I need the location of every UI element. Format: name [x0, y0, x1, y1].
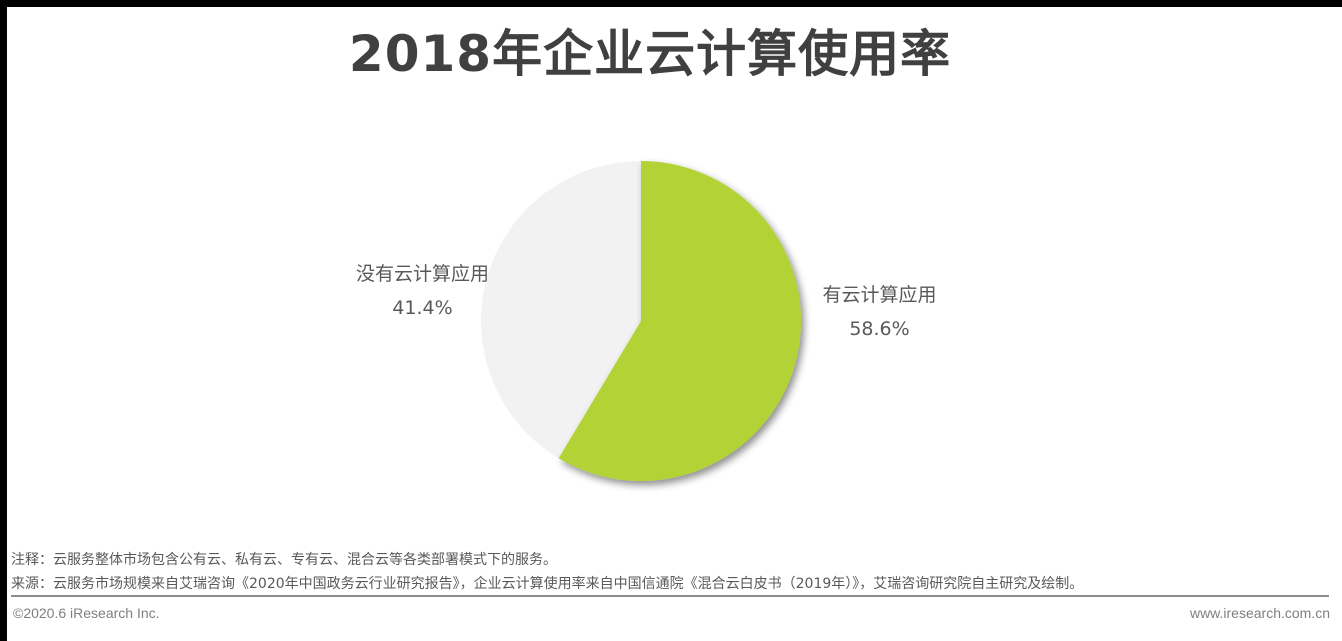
pie-slice-no-cloud	[480, 161, 641, 459]
slice-label-no-cloud: 没有云计算应用 41.4%	[335, 257, 510, 325]
chart-title: 2018年企业云计算使用率	[348, 25, 952, 83]
slice-label-has-cloud: 有云计算应用 58.6%	[797, 278, 962, 346]
footnote-note: 注释：云服务整体市场包含公有云、私有云、专有云、混合云等各类部署模式下的服务。	[11, 552, 557, 568]
frame-border-left	[0, 0, 7, 641]
pie-slice-has-cloud	[558, 161, 801, 481]
slice-label-has-cloud-name: 有云计算应用	[822, 284, 937, 306]
frame-border-top	[0, 0, 1342, 7]
slice-label-no-cloud-name: 没有云计算应用	[355, 263, 489, 285]
slice-label-no-cloud-value: 41.4%	[392, 297, 453, 319]
slice-label-has-cloud-value: 58.6%	[849, 318, 910, 340]
footnote-source: 来源：云服务市场规模来自艾瑞咨询《2020年中国政务云行业研究报告》，企业云计算…	[11, 576, 1084, 592]
footer-divider	[11, 595, 1329, 597]
website: www.iresearch.com.cn	[1189, 605, 1330, 621]
copyright: ©2020.6 iResearch Inc.	[13, 605, 160, 621]
